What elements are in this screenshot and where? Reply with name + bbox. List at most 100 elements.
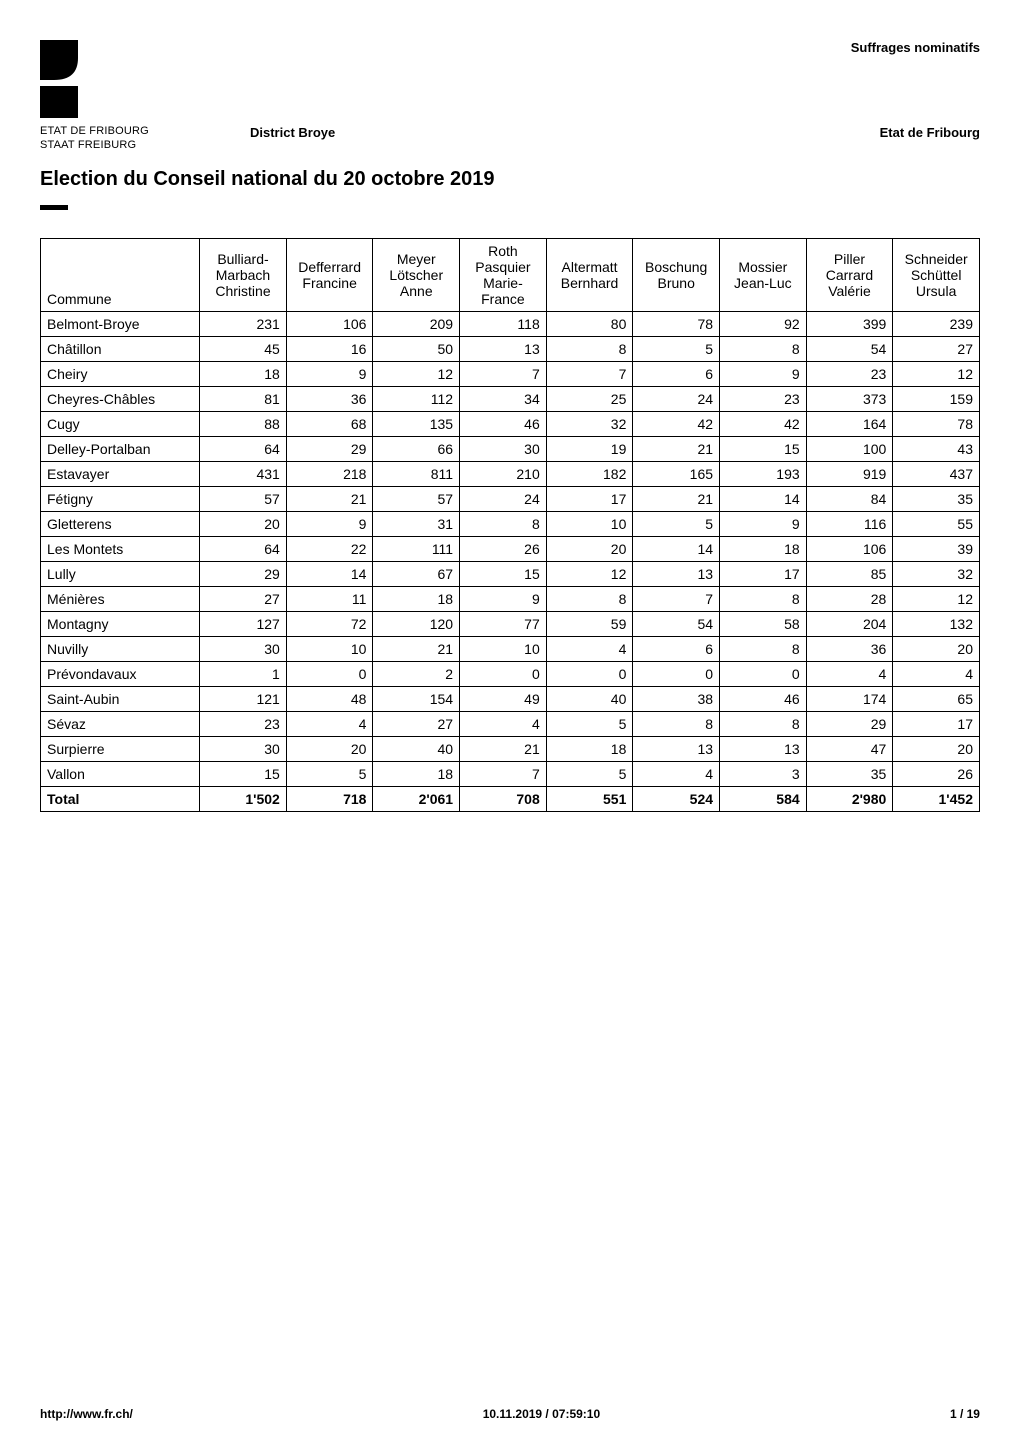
logo-block: ETAT DE FRIBOURG STAAT FREIBURG	[40, 40, 149, 153]
cell-commune: Saint-Aubin	[41, 686, 200, 711]
cell-value: 127	[200, 611, 287, 636]
cell-value: 31	[373, 511, 460, 536]
cell-value: 8	[460, 511, 547, 536]
cell-value: 17	[893, 711, 980, 736]
cell-value: 118	[460, 311, 547, 336]
cell-value: 7	[546, 361, 633, 386]
cell-value: 4	[546, 636, 633, 661]
cell-value: 27	[893, 336, 980, 361]
cell-value: 584	[720, 786, 807, 811]
cell-value: 18	[373, 586, 460, 611]
cell-value: 2'980	[806, 786, 893, 811]
table-row: Prévondavaux102000044	[41, 661, 980, 686]
cell-value: 10	[460, 636, 547, 661]
col-candidate: Mossier Jean-Luc	[720, 238, 807, 311]
cell-value: 12	[893, 586, 980, 611]
cell-value: 12	[546, 561, 633, 586]
footer-center: 10.11.2019 / 07:59:10	[483, 1407, 600, 1421]
cell-value: 59	[546, 611, 633, 636]
cell-value: 29	[806, 711, 893, 736]
cell-value: 135	[373, 411, 460, 436]
cell-value: 9	[460, 586, 547, 611]
col-candidate: Meyer Lötscher Anne	[373, 238, 460, 311]
cell-value: 437	[893, 461, 980, 486]
cell-value: 120	[373, 611, 460, 636]
cell-value: 24	[633, 386, 720, 411]
cell-value: 66	[373, 436, 460, 461]
cell-value: 14	[286, 561, 373, 586]
cell-commune: Surpierre	[41, 736, 200, 761]
cell-value: 1'502	[200, 786, 287, 811]
top-right-label: Suffrages nominatifs	[851, 40, 980, 55]
cell-commune: Cheyres-Châbles	[41, 386, 200, 411]
col-candidate: Bulliard-Marbach Christine	[200, 238, 287, 311]
cell-value: 65	[893, 686, 980, 711]
table-row: Surpierre302040211813134720	[41, 736, 980, 761]
cell-value: 85	[806, 561, 893, 586]
etat-label: Etat de Fribourg	[880, 125, 980, 140]
cell-value: 7	[633, 586, 720, 611]
cell-value: 78	[893, 411, 980, 436]
cell-value: 5	[633, 336, 720, 361]
table-row: Gletterens209318105911655	[41, 511, 980, 536]
cell-value: 36	[286, 386, 373, 411]
cell-value: 77	[460, 611, 547, 636]
cell-value: 35	[806, 761, 893, 786]
cell-value: 67	[373, 561, 460, 586]
cell-value: 72	[286, 611, 373, 636]
cell-value: 708	[460, 786, 547, 811]
cell-value: 29	[200, 561, 287, 586]
cell-value: 9	[720, 361, 807, 386]
table-body: Belmont-Broye231106209118807892399239Châ…	[41, 311, 980, 811]
district-label: District Broye	[250, 125, 335, 140]
cell-value: 6	[633, 636, 720, 661]
logo-line1: ETAT DE FRIBOURG	[40, 124, 149, 138]
footer-left: http://www.fr.ch/	[40, 1407, 133, 1421]
cell-value: 13	[460, 336, 547, 361]
cell-value: 431	[200, 461, 287, 486]
cell-value: 30	[460, 436, 547, 461]
cell-commune: Fétigny	[41, 486, 200, 511]
cell-value: 204	[806, 611, 893, 636]
cell-value: 27	[200, 586, 287, 611]
col-candidate: Boschung Bruno	[633, 238, 720, 311]
cell-value: 11	[286, 586, 373, 611]
cell-value: 68	[286, 411, 373, 436]
cell-value: 26	[893, 761, 980, 786]
cell-value: 9	[720, 511, 807, 536]
cell-value: 23	[200, 711, 287, 736]
cell-value: 55	[893, 511, 980, 536]
cell-value: 4	[633, 761, 720, 786]
cell-value: 8	[720, 636, 807, 661]
table-head: CommuneBulliard-Marbach ChristineDefferr…	[41, 238, 980, 311]
cell-value: 8	[546, 586, 633, 611]
canton-logo-icon	[40, 40, 92, 118]
cell-value: 9	[286, 361, 373, 386]
table-row: Cheyres-Châbles813611234252423373159	[41, 386, 980, 411]
cell-value: 373	[806, 386, 893, 411]
title-underline	[40, 205, 68, 210]
cell-value: 2'061	[373, 786, 460, 811]
cell-value: 0	[720, 661, 807, 686]
cell-commune: Ménières	[41, 586, 200, 611]
cell-value: 64	[200, 436, 287, 461]
cell-value: 10	[286, 636, 373, 661]
cell-value: 50	[373, 336, 460, 361]
cell-value: 28	[806, 586, 893, 611]
cell-value: 164	[806, 411, 893, 436]
table-row: Delley-Portalban6429663019211510043	[41, 436, 980, 461]
cell-value: 18	[200, 361, 287, 386]
cell-commune: Vallon	[41, 761, 200, 786]
cell-value: 42	[720, 411, 807, 436]
cell-value: 64	[200, 536, 287, 561]
cell-value: 8	[720, 586, 807, 611]
cell-value: 4	[806, 661, 893, 686]
cell-value: 18	[546, 736, 633, 761]
cell-value: 6	[633, 361, 720, 386]
cell-value: 24	[460, 486, 547, 511]
cell-value: 7	[460, 761, 547, 786]
cell-value: 40	[373, 736, 460, 761]
cell-commune: Prévondavaux	[41, 661, 200, 686]
cell-value: 49	[460, 686, 547, 711]
cell-value: 22	[286, 536, 373, 561]
